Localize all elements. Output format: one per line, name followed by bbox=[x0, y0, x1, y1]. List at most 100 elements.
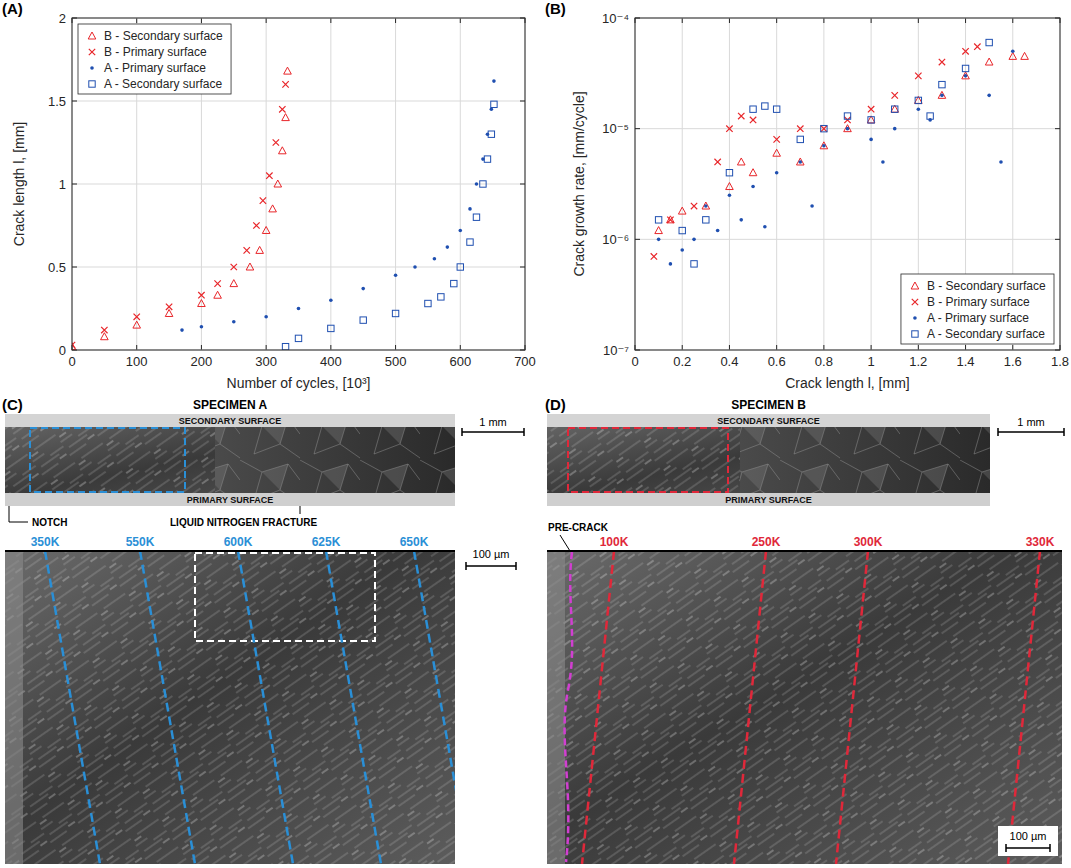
data-point bbox=[691, 203, 697, 209]
beach-mark-line bbox=[836, 551, 868, 864]
data-point bbox=[180, 328, 184, 332]
surface-label: PRIMARY SURFACE bbox=[187, 495, 274, 505]
detail-image bbox=[547, 551, 1062, 864]
surface-label: SECONDARY SURFACE bbox=[717, 416, 820, 426]
overload-texture bbox=[215, 427, 455, 493]
data-point bbox=[822, 144, 826, 148]
tick-label: 200 bbox=[191, 354, 213, 369]
tick bbox=[871, 345, 872, 350]
data-point bbox=[392, 310, 398, 316]
data-point bbox=[297, 307, 301, 311]
pre-crack-front bbox=[565, 552, 573, 862]
legend-marker bbox=[88, 32, 96, 39]
data-point bbox=[750, 117, 756, 123]
data-point bbox=[796, 158, 804, 165]
data-point bbox=[716, 229, 720, 233]
tick-label: 0.5 bbox=[48, 260, 66, 275]
legend-marker bbox=[89, 81, 95, 87]
surface-band bbox=[5, 414, 455, 427]
data-point bbox=[985, 58, 993, 65]
tick-label: 100 bbox=[126, 354, 148, 369]
tick-label: 10⁻⁴ bbox=[602, 11, 629, 26]
beach-mark-line bbox=[582, 551, 614, 864]
legend-marker bbox=[911, 282, 919, 289]
data-point bbox=[773, 149, 781, 156]
beach-mark-line bbox=[45, 551, 100, 864]
data-point bbox=[166, 304, 172, 310]
data-point bbox=[101, 327, 107, 333]
note-leader bbox=[9, 506, 28, 522]
tick bbox=[395, 18, 396, 23]
data-point bbox=[962, 48, 968, 54]
beach-mark-label: 550K bbox=[126, 535, 155, 549]
image-panel: (C)SPECIMEN ASECONDARY SURFACEPRIMARY SU… bbox=[2, 396, 524, 864]
data-point bbox=[651, 253, 657, 259]
tick bbox=[72, 184, 77, 185]
data-point bbox=[810, 204, 814, 208]
beach-mark-label: 650K bbox=[400, 535, 429, 549]
data-point bbox=[844, 113, 850, 119]
data-point bbox=[165, 309, 173, 316]
data-point bbox=[667, 216, 675, 223]
tick bbox=[136, 345, 137, 350]
data-point bbox=[458, 229, 462, 233]
data-point bbox=[974, 44, 980, 50]
grid-line bbox=[823, 18, 824, 350]
tick bbox=[460, 345, 461, 350]
tick bbox=[682, 345, 683, 350]
data-point bbox=[72, 343, 76, 350]
data-point bbox=[446, 245, 450, 249]
scale-label: 1 mm bbox=[1017, 416, 1045, 428]
overload-region bbox=[740, 427, 990, 493]
data-point bbox=[820, 142, 828, 149]
note: PRE-CRACK bbox=[548, 522, 609, 533]
tick-label: 500 bbox=[385, 354, 407, 369]
legend-marker bbox=[89, 49, 95, 55]
data-point bbox=[821, 125, 827, 131]
data-point bbox=[284, 67, 292, 74]
tick bbox=[1055, 239, 1060, 240]
legend-marker bbox=[913, 316, 917, 320]
data-point bbox=[256, 246, 264, 253]
data-point bbox=[394, 274, 398, 278]
tick bbox=[72, 267, 77, 268]
data-point bbox=[928, 118, 932, 122]
data-point bbox=[751, 185, 755, 189]
series bbox=[657, 50, 1015, 266]
data-point bbox=[490, 108, 494, 112]
data-point bbox=[868, 106, 874, 112]
panel-label: (B) bbox=[545, 0, 566, 17]
note-leader bbox=[300, 506, 301, 514]
grid-line bbox=[776, 18, 777, 350]
tick bbox=[330, 18, 331, 23]
tick bbox=[635, 128, 640, 129]
image-panel: (D)SPECIMEN BSECONDARY SURFACEPRIMARY SU… bbox=[545, 396, 1064, 864]
notch-edge bbox=[5, 551, 23, 864]
series bbox=[655, 52, 1029, 233]
tick-label: 1.4 bbox=[957, 354, 975, 369]
data-point bbox=[714, 159, 720, 165]
panel-heading: SPECIMEN A bbox=[193, 398, 268, 412]
beach-mark-line bbox=[326, 551, 381, 864]
data-point bbox=[773, 136, 779, 142]
plot-frame bbox=[72, 18, 525, 350]
plot-frame bbox=[635, 18, 1060, 350]
data-point bbox=[821, 125, 827, 131]
data-point bbox=[726, 183, 734, 190]
chart-panel: 010020030040050060070000.511.52Number of… bbox=[2, 0, 536, 391]
scale-bar bbox=[462, 428, 524, 436]
chart-panel: 00.20.40.60.811.21.41.61.810⁻⁷10⁻⁶10⁻⁵10… bbox=[545, 0, 1069, 391]
data-point bbox=[692, 238, 696, 242]
tick bbox=[1012, 18, 1013, 23]
data-point bbox=[737, 158, 745, 165]
legend-label: A - Secondary surface bbox=[104, 77, 222, 91]
data-point bbox=[475, 182, 479, 186]
data-point bbox=[762, 103, 768, 109]
tick bbox=[201, 345, 202, 350]
detail-image bbox=[5, 551, 455, 864]
data-layer bbox=[651, 39, 1029, 267]
note-leader bbox=[560, 535, 570, 551]
tick-label: 1.8 bbox=[1051, 354, 1069, 369]
data-point bbox=[844, 125, 852, 132]
tick-label: 0 bbox=[59, 343, 66, 358]
